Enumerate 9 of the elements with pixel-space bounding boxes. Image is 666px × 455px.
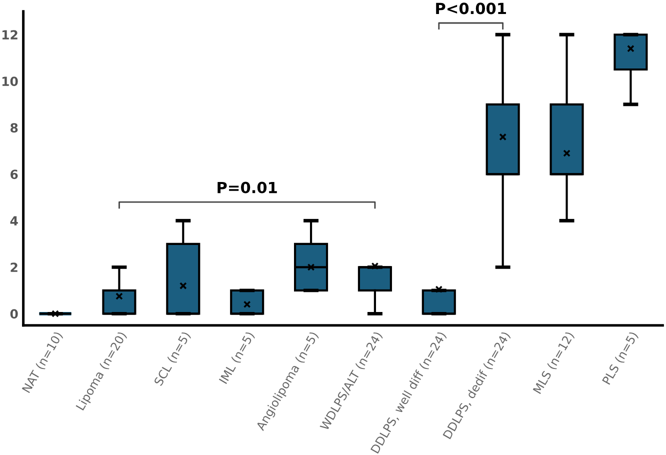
y-tick-label: 2 — [10, 262, 18, 272]
y-tick-label: 10 — [2, 76, 18, 86]
y-tick-label: 4 — [10, 216, 18, 226]
y-tick-label: 12 — [2, 30, 18, 40]
y-tick-label: 8 — [10, 123, 18, 133]
y-tick-label: 0 — [10, 309, 18, 319]
annotation: P=0.01 — [218, 182, 277, 194]
annotation: P<0.001 — [436, 2, 506, 14]
y-tick-label: 6 — [10, 170, 18, 180]
